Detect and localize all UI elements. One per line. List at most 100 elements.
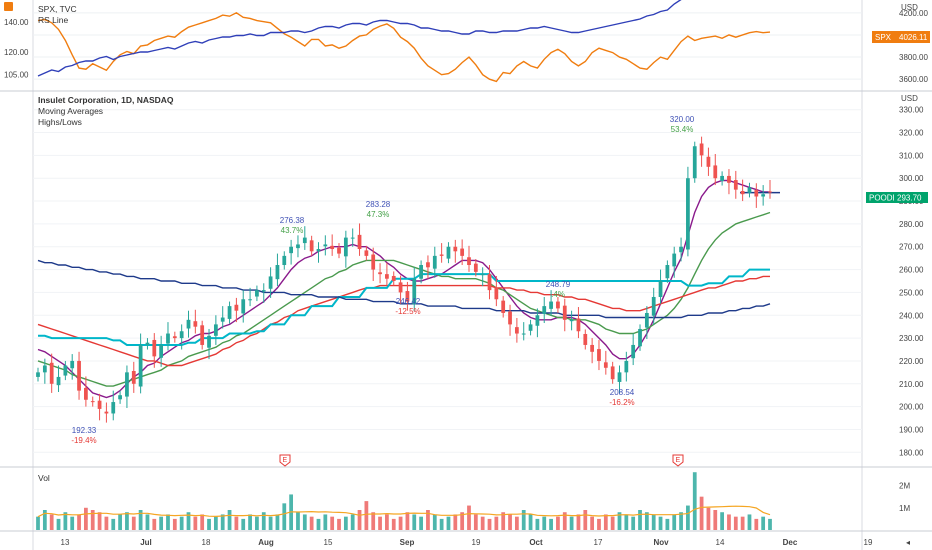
candle-body	[63, 365, 68, 376]
spx-price-box	[896, 31, 930, 43]
candle	[644, 306, 649, 340]
candle-body	[473, 263, 478, 272]
earnings-marker-1[interactable]: E	[279, 454, 291, 467]
candle-body	[49, 362, 54, 384]
candle-body	[84, 387, 88, 400]
volume-bar	[125, 512, 129, 530]
candle-body	[521, 333, 526, 335]
candle-body	[268, 276, 273, 289]
earnings-marker-1-label: E	[283, 457, 288, 464]
candle	[412, 267, 417, 312]
volume-bar	[761, 516, 766, 530]
volume-pane[interactable]: Vol 2M 1M	[36, 472, 910, 530]
candle	[679, 237, 683, 262]
price-tick: 300.00	[899, 174, 924, 183]
volume-bar	[152, 518, 157, 530]
candle	[528, 319, 533, 336]
candle	[768, 180, 772, 199]
earnings-marker-2[interactable]: E	[672, 454, 684, 467]
candle-body	[556, 301, 560, 309]
candle	[610, 361, 615, 384]
candle-body	[528, 324, 533, 331]
spx-price-tag	[872, 31, 896, 43]
volume-bar	[603, 514, 608, 530]
volume-bar	[323, 514, 328, 530]
candle-body	[576, 318, 581, 332]
candle	[638, 324, 642, 351]
volume-bar	[166, 514, 170, 530]
top-series-line	[37, 11, 771, 83]
candle	[549, 290, 553, 316]
volume-bar	[179, 516, 184, 530]
candle-body	[501, 300, 506, 313]
candle-body	[357, 234, 362, 250]
candle	[166, 322, 170, 351]
candle-body	[364, 250, 369, 256]
top-left-tick: 140.00	[4, 18, 29, 27]
top-series-line	[37, 0, 682, 77]
volume-bar	[296, 512, 300, 530]
volume-bar	[453, 514, 458, 530]
scroll-arrow-icon[interactable]: ◂	[906, 538, 910, 547]
candle	[597, 339, 601, 371]
candle	[727, 169, 731, 195]
top-right-tick: 3800.00	[899, 53, 928, 62]
candle	[699, 136, 704, 167]
price-tick: 180.00	[899, 448, 924, 457]
candle-body	[316, 249, 321, 252]
highs-lows-label[interactable]: Highs/Lows	[38, 117, 82, 127]
volume-average-line	[37, 505, 771, 518]
volume-bar	[747, 514, 752, 530]
annotation-percent: 53.4%	[671, 125, 694, 134]
candle	[453, 239, 458, 263]
ma-line	[37, 211, 771, 387]
volume-bar	[241, 518, 246, 530]
spx-legend-label: SPX, TVC	[38, 4, 77, 14]
candle-body	[590, 344, 595, 352]
volume-bar	[207, 518, 211, 530]
candle-body	[289, 246, 294, 254]
volume-bar	[432, 514, 437, 530]
volume-bar	[350, 514, 355, 530]
annotation-percent: 47.3%	[367, 210, 390, 219]
volume-bar	[597, 518, 601, 530]
candle-body	[583, 333, 588, 345]
candle	[145, 338, 150, 350]
candle-body	[248, 299, 252, 301]
spx-rs-pane[interactable]: SPX, TVC RS Line USD 140.00120.00105.00 …	[4, 0, 930, 84]
annotation-percent: -19.4%	[71, 436, 96, 445]
volume-bar	[740, 516, 745, 530]
candle-body	[172, 336, 177, 339]
candle	[624, 351, 629, 382]
volume-bar	[549, 518, 553, 530]
candle	[49, 353, 54, 393]
candle-body	[70, 360, 75, 369]
volume-bar	[439, 518, 444, 530]
candle-body	[419, 265, 423, 279]
volume-bar	[665, 518, 670, 530]
candle-body	[207, 335, 211, 348]
candle	[467, 245, 471, 272]
candle	[172, 331, 177, 343]
candle	[590, 338, 595, 364]
candle-body	[186, 319, 191, 329]
candle	[419, 260, 423, 284]
candle	[255, 285, 259, 302]
volume-bar	[172, 518, 177, 530]
candle	[603, 350, 608, 375]
candle	[248, 287, 252, 307]
moving-averages-label[interactable]: Moving Averages	[38, 106, 103, 116]
candle-body	[446, 246, 451, 259]
candle-body	[487, 274, 492, 291]
candle	[658, 269, 663, 304]
top-right-axis-unit: USD	[901, 3, 918, 12]
candle-body	[138, 344, 143, 387]
volume-bar	[200, 514, 205, 530]
candle	[200, 320, 205, 350]
volume-bar	[391, 518, 396, 530]
volume-tick: 1M	[899, 504, 910, 513]
volume-bar	[768, 518, 772, 530]
candle	[186, 310, 191, 338]
